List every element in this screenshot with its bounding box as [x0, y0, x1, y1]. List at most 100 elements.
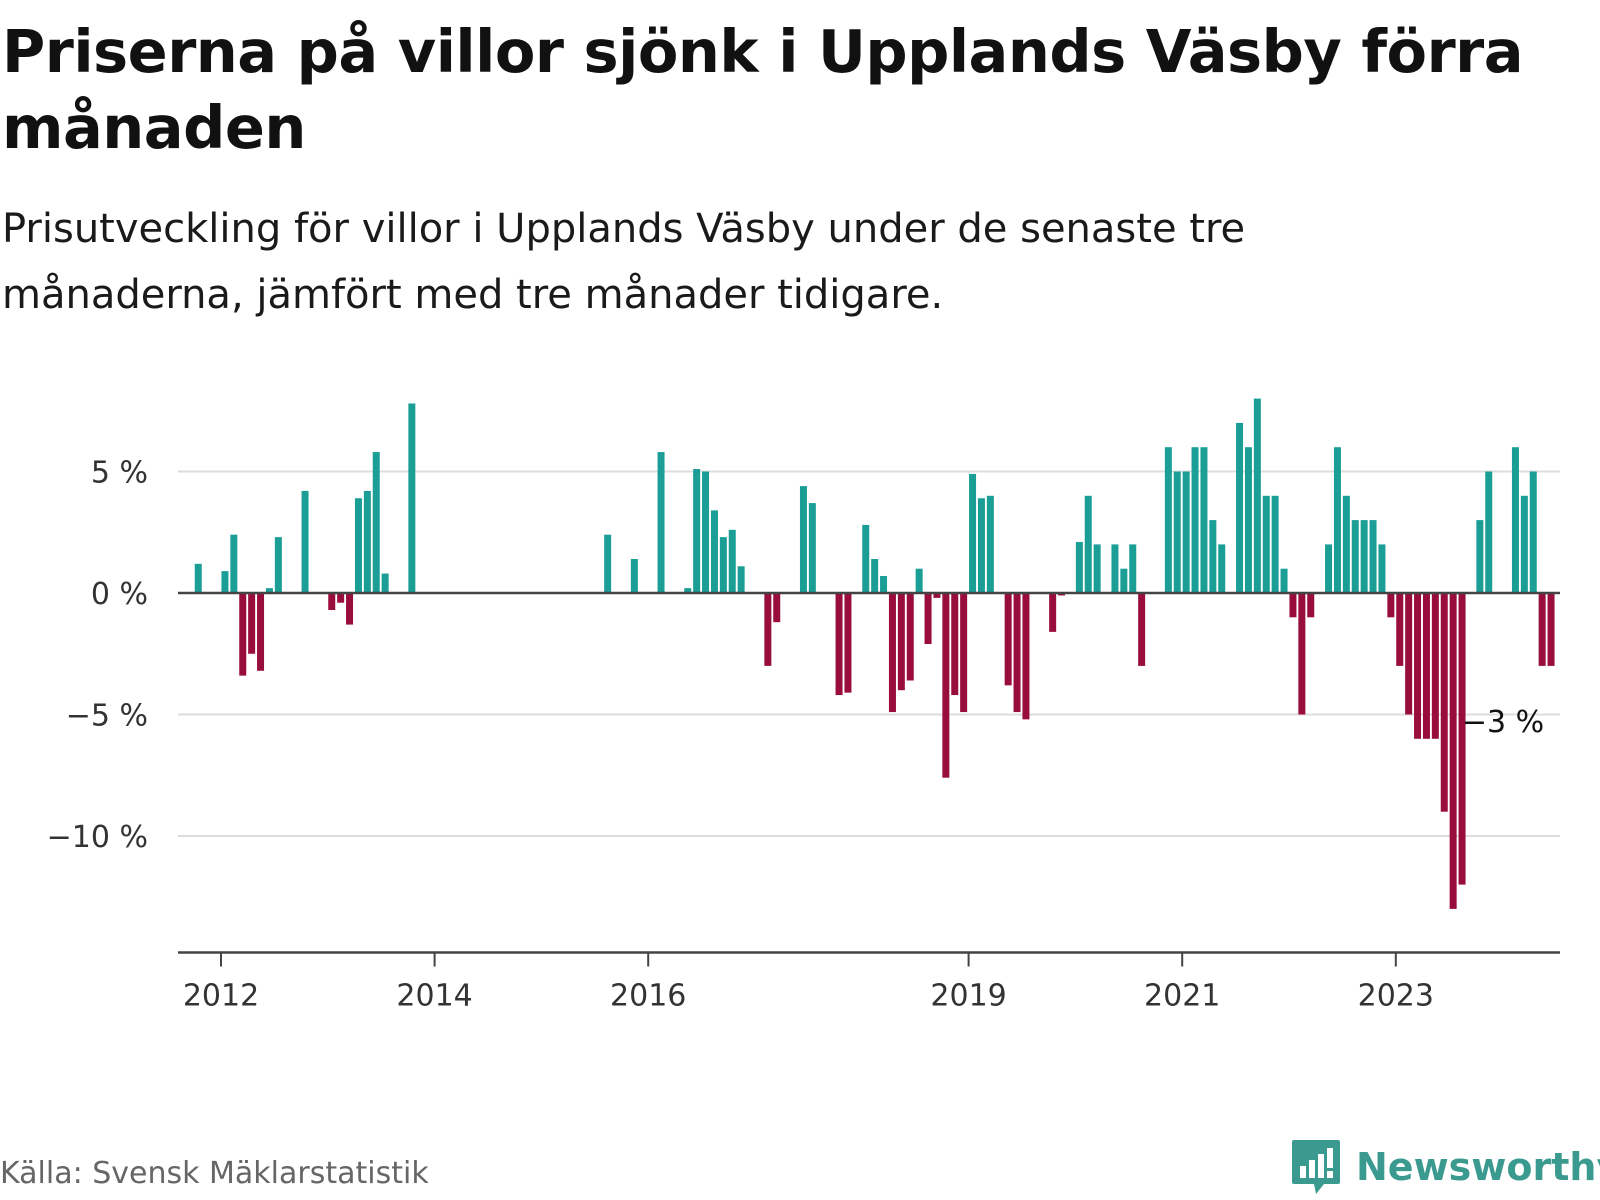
bar	[1422, 593, 1430, 739]
bar	[728, 529, 736, 593]
bar	[924, 593, 932, 645]
bar	[1244, 447, 1252, 593]
bar	[1440, 593, 1448, 812]
source-note: Källa: Svensk Mäklarstatistik	[0, 1156, 429, 1191]
bar	[1093, 544, 1101, 593]
x-tick-label: 2021	[1144, 979, 1220, 1014]
bar	[862, 524, 870, 593]
bar	[1022, 593, 1030, 720]
bar	[710, 510, 718, 593]
bar	[764, 593, 772, 666]
bar	[977, 498, 985, 593]
bar	[1378, 544, 1386, 593]
bar	[1538, 593, 1546, 666]
bar	[657, 452, 665, 593]
bar	[1173, 471, 1181, 593]
bar	[1129, 544, 1137, 593]
bar	[693, 469, 701, 593]
page-subtitle: Prisutveckling för villor i Upplands Väs…	[2, 206, 1246, 318]
bar	[1387, 593, 1395, 618]
bar	[1138, 593, 1146, 666]
bar	[239, 593, 247, 676]
bar	[1289, 593, 1297, 618]
bar	[1325, 544, 1333, 593]
bar	[630, 558, 638, 593]
bar	[230, 534, 238, 593]
bar	[1342, 495, 1350, 593]
bar	[301, 490, 309, 593]
bar	[1511, 447, 1519, 593]
bar	[1111, 544, 1119, 593]
bar	[1253, 398, 1261, 593]
bar	[1369, 520, 1377, 593]
bar	[1182, 471, 1190, 593]
y-tick-label: −10 %	[47, 820, 148, 855]
bar	[1280, 568, 1288, 593]
bar	[808, 503, 816, 593]
bar	[1271, 495, 1279, 593]
bar	[1218, 544, 1226, 593]
bar	[969, 473, 977, 593]
bar	[1307, 593, 1315, 618]
annotation-label: −3 %	[1462, 705, 1544, 740]
bar	[871, 558, 879, 593]
bar	[604, 534, 612, 593]
bar	[381, 573, 389, 593]
bar	[737, 566, 745, 593]
bar	[363, 490, 371, 593]
bar	[1298, 593, 1306, 715]
bar	[1396, 593, 1404, 666]
bar	[408, 403, 416, 593]
bar	[1431, 593, 1439, 739]
x-tick-label: 2012	[183, 979, 259, 1014]
bar	[248, 593, 256, 654]
bar	[194, 563, 202, 593]
bar	[880, 575, 888, 593]
brand-name: Newsworthy	[1356, 1145, 1600, 1189]
bar	[1013, 593, 1021, 713]
bar	[942, 593, 950, 778]
bar	[835, 593, 843, 696]
bar	[844, 593, 852, 693]
bar	[702, 471, 710, 593]
bar	[897, 593, 905, 691]
bar	[1084, 495, 1092, 593]
bar	[1360, 520, 1368, 593]
bar	[1458, 593, 1466, 885]
bar	[346, 593, 354, 625]
brand-logo: Newsworthy	[1290, 1138, 1600, 1196]
x-tick-label: 2019	[930, 979, 1006, 1014]
bar	[960, 593, 968, 713]
bar	[933, 593, 941, 598]
bar	[1476, 520, 1484, 593]
bar	[1414, 593, 1422, 739]
bar	[1351, 520, 1359, 593]
bar	[684, 588, 692, 593]
page-title: Priserna på villor sjönk i Upplands Väsb…	[2, 17, 1524, 162]
x-tick-label: 2014	[396, 979, 472, 1014]
bar	[906, 593, 914, 681]
bar	[1449, 593, 1457, 909]
bar	[1236, 422, 1244, 593]
bar	[1004, 593, 1012, 686]
bar	[1200, 447, 1208, 593]
bar	[719, 537, 727, 593]
bar	[1520, 495, 1528, 593]
bar	[354, 498, 362, 593]
bar	[1333, 447, 1341, 593]
x-tick-label: 2016	[610, 979, 686, 1014]
bar	[1405, 593, 1413, 715]
bar	[773, 593, 781, 623]
bar	[221, 571, 229, 593]
bar	[337, 593, 345, 603]
y-tick-label: −5 %	[66, 699, 148, 734]
bar-chart: 5 % 0 % −5 % −10 % 2012 2014 2016 2019 2021 2023 −…	[47, 398, 1560, 1014]
bar	[951, 593, 959, 696]
bar	[1485, 471, 1493, 593]
bar-chart-logo-icon	[1292, 1140, 1340, 1194]
bar	[986, 495, 994, 593]
x-tick-label: 2023	[1358, 979, 1434, 1014]
bar	[274, 537, 282, 593]
bar	[915, 568, 923, 593]
bar	[888, 593, 896, 713]
